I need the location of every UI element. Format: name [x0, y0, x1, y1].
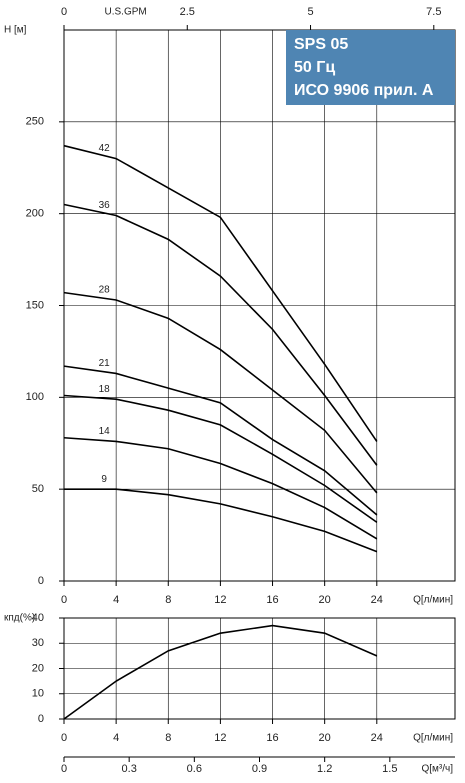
x-tick-label: 0 — [61, 732, 67, 744]
y-tick-label: 250 — [26, 116, 44, 128]
x-tick-label: 20 — [319, 594, 331, 606]
annotation: SPS 05 — [294, 36, 348, 53]
y-tick-label: 0 — [38, 713, 44, 725]
series-line — [63, 291, 378, 494]
x2-axis-label: U.S.GPM — [105, 7, 147, 18]
y-tick-label: 40 — [32, 612, 44, 624]
x2-tick-label: 5 — [307, 6, 313, 18]
y-tick-label: 20 — [32, 662, 44, 674]
series-label: 21 — [99, 358, 111, 369]
x2-tick-label: 0.9 — [252, 763, 267, 775]
series-label: 36 — [99, 200, 111, 211]
x-tick-label: 24 — [371, 594, 383, 606]
x-tick-label: 4 — [113, 732, 119, 744]
x-tick-label: 20 — [319, 732, 331, 744]
info-box-bg — [286, 30, 455, 105]
y-tick-label: 30 — [32, 637, 44, 649]
series-label: 14 — [99, 426, 111, 437]
x2-tick-label: 7.5 — [426, 6, 441, 18]
info-box: SPS 05 50 Гц ИСО 9906 прил. A — [286, 30, 455, 105]
y-tick-label: 150 — [26, 299, 44, 311]
y-tick-label: 0 — [38, 575, 44, 587]
series-line — [63, 144, 378, 442]
series-line — [64, 488, 378, 553]
series-label: 9 — [101, 474, 107, 485]
x2-tick-label: 2.5 — [180, 6, 195, 18]
x2-tick-label: 1.2 — [317, 763, 332, 775]
series-label: 18 — [99, 384, 111, 395]
series-line — [63, 365, 378, 516]
series-label: 42 — [99, 143, 111, 154]
series-line — [63, 203, 378, 466]
x2-tick-label: 0.3 — [122, 763, 137, 775]
y-axis-label: H [м] — [4, 25, 27, 36]
x2-tick-label: 0.6 — [187, 763, 202, 775]
series-line — [63, 624, 378, 720]
x-axis-label: Q[л/мин] — [413, 733, 453, 744]
y-axis-label: кпд(%) — [4, 613, 35, 624]
annotation: ИСО 9906 прил. A — [294, 82, 434, 99]
x-tick-label: 8 — [165, 594, 171, 606]
y-tick-label: 10 — [32, 688, 44, 700]
x2-axis-label: Q[м³/ч] — [421, 764, 453, 775]
x-tick-label: 4 — [113, 594, 119, 606]
x-tick-label: 16 — [266, 594, 278, 606]
series-line — [63, 436, 378, 540]
y-tick-label: 100 — [26, 391, 44, 403]
x-tick-label: 8 — [165, 732, 171, 744]
y-tick-label: 50 — [32, 483, 44, 495]
x2-tick-label: 1.5 — [382, 763, 397, 775]
x-axis-label: Q[л/мин] — [413, 595, 453, 606]
x-tick-label: 0 — [61, 594, 67, 606]
y-tick-label: 200 — [26, 208, 44, 220]
x-tick-label: 16 — [266, 732, 278, 744]
annotation: 50 Гц — [294, 59, 335, 76]
x-tick-label: 12 — [214, 594, 226, 606]
x2-tick-label: 0 — [61, 763, 67, 775]
x2-tick-label: 0 — [61, 6, 67, 18]
x-tick-label: 12 — [214, 732, 226, 744]
series-line — [63, 394, 378, 523]
series-label: 28 — [99, 285, 111, 296]
x-tick-label: 24 — [371, 732, 383, 744]
